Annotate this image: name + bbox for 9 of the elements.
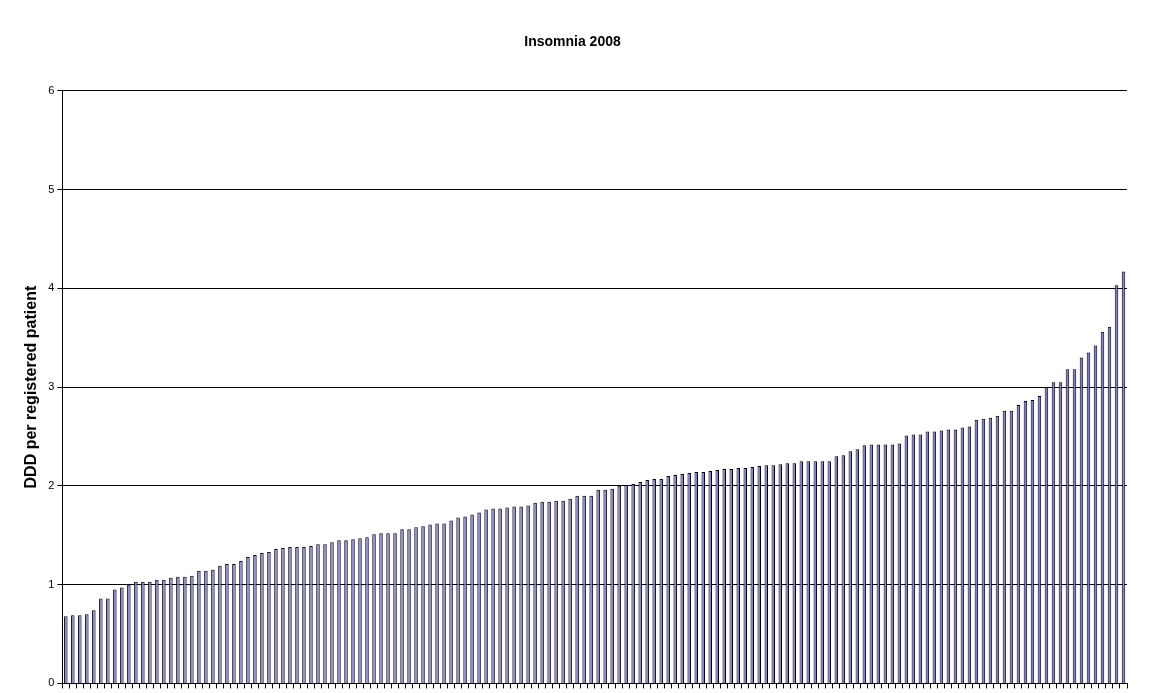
y-tick-label: 5 — [48, 182, 55, 195]
y-tick-label: 4 — [48, 281, 55, 294]
y-tick-label: 1 — [48, 577, 55, 590]
chart-title: Insomnia 2008 — [524, 33, 621, 50]
y-tick-label: 2 — [48, 478, 55, 491]
y-tick-label: 3 — [48, 380, 55, 393]
y-tick-label: 0 — [48, 676, 55, 689]
y-tick-label: 6 — [48, 83, 55, 96]
y-axis-title: DDD per registered patient — [22, 285, 40, 489]
